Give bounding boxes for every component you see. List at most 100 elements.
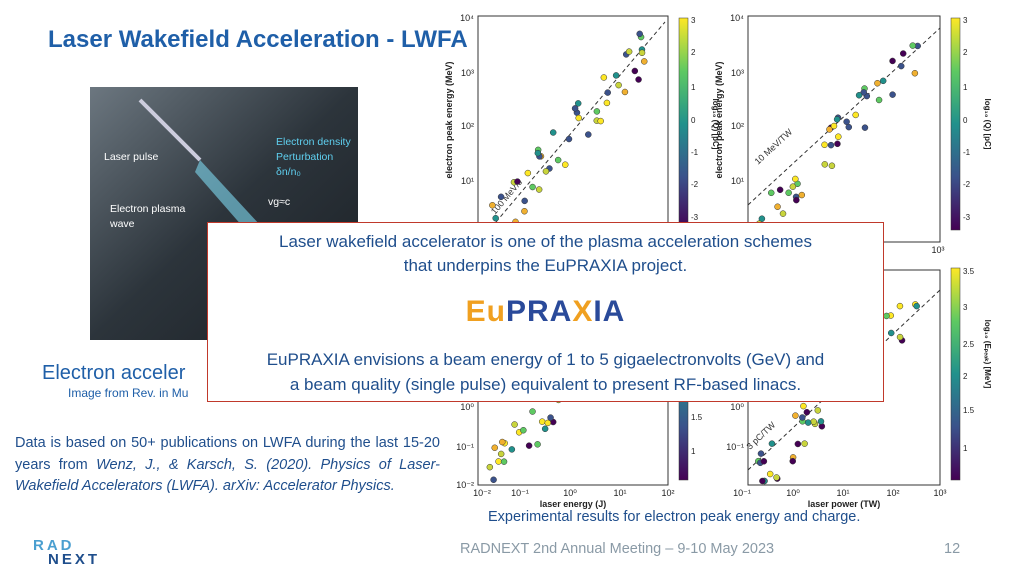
y-tick-label: 10⁴ bbox=[730, 13, 744, 23]
y-axis-label: electron peak energy (MeV) bbox=[444, 61, 454, 178]
scatter-dot bbox=[794, 440, 802, 448]
y-tick-label: 10⁰ bbox=[460, 402, 474, 412]
colorbar-tick-label: -2 bbox=[691, 180, 699, 189]
x-axis-label: laser energy (J) bbox=[540, 499, 607, 509]
scatter-dot bbox=[792, 175, 799, 183]
scatter-dot bbox=[542, 168, 550, 175]
scatter-dot bbox=[520, 426, 527, 434]
eupraxia-logo: EuPRAXIA bbox=[208, 295, 883, 329]
logo-part: PRA bbox=[505, 295, 573, 328]
scatter-dot bbox=[538, 418, 546, 425]
scatter-dot bbox=[593, 108, 601, 115]
photo-label: Electron plasma bbox=[110, 203, 185, 215]
scatter-dot bbox=[541, 425, 549, 433]
scatter-dot bbox=[497, 450, 505, 458]
x-tick-label: 10¹ bbox=[836, 488, 849, 498]
scatter-dot bbox=[535, 186, 543, 193]
scatter-dot bbox=[500, 458, 508, 465]
scatter-dot bbox=[492, 214, 499, 222]
scatter-dot bbox=[785, 189, 792, 197]
scatter-dot bbox=[909, 42, 916, 49]
scatter-dot bbox=[499, 438, 506, 446]
colorbar-label: log₁₀ (Eₚₑₐₖ) [MeV] bbox=[983, 320, 992, 389]
popup-text: Laser wakefield accelerator is one of th… bbox=[279, 232, 812, 251]
colorbar-tick-label: 2 bbox=[691, 48, 696, 57]
scatter-dot bbox=[899, 50, 907, 57]
reference-line bbox=[495, 21, 666, 223]
scatter-dot bbox=[534, 441, 541, 448]
scatter-dot bbox=[896, 333, 904, 341]
scatter-dot bbox=[529, 408, 536, 415]
photo-label: Electron density bbox=[276, 136, 351, 148]
scatter-dot bbox=[574, 100, 582, 107]
colorbar-tick-label: 3 bbox=[691, 16, 696, 25]
y-tick-label: 10⁻¹ bbox=[456, 442, 474, 452]
scatter-dot bbox=[911, 69, 919, 77]
scatter-dot bbox=[636, 30, 643, 38]
photo-label: vg≈c bbox=[268, 196, 290, 208]
scatter-dot bbox=[562, 161, 569, 168]
scatter-dot bbox=[804, 419, 812, 426]
scatter-dot bbox=[845, 123, 853, 131]
scatter-dot bbox=[861, 124, 869, 131]
scatter-dot bbox=[603, 99, 611, 107]
caption-source: Image from Rev. in Mu bbox=[68, 386, 188, 400]
scatter-dot bbox=[821, 161, 829, 168]
scatter-dot bbox=[774, 203, 781, 210]
scatter-dot bbox=[793, 196, 800, 204]
scatter-dot bbox=[495, 458, 502, 465]
description: Data is based on 50+ publications on LWF… bbox=[15, 433, 440, 498]
scatter-dot bbox=[604, 89, 611, 96]
x-tick-label: 10⁻¹ bbox=[511, 488, 529, 498]
scatter-dot bbox=[521, 197, 528, 205]
scatter-dot bbox=[757, 450, 765, 457]
x-tick-label: 10⁰ bbox=[563, 488, 577, 498]
scatter-dot bbox=[489, 202, 496, 209]
scatter-dot bbox=[621, 88, 629, 96]
laser-beam bbox=[138, 98, 202, 162]
logo-part: X bbox=[572, 295, 594, 328]
plot-frame bbox=[747, 15, 941, 243]
y-tick-label: 10² bbox=[731, 121, 744, 131]
colorbar bbox=[678, 17, 689, 231]
x-tick-label: 10³ bbox=[933, 488, 946, 498]
logo-part: Eu bbox=[465, 295, 506, 328]
scatter-dot bbox=[830, 122, 838, 130]
scatter-dot bbox=[597, 117, 604, 125]
scatter-dot bbox=[828, 162, 836, 170]
colorbar-tick-label: 1 bbox=[963, 444, 968, 453]
colorbar-tick-label: 0 bbox=[691, 116, 696, 125]
slide-title: Laser Wakefield Acceleration - LWFA bbox=[48, 26, 468, 53]
colorbar-tick-label: 3.5 bbox=[963, 267, 975, 276]
colorbar-tick-label: 0 bbox=[963, 116, 968, 125]
scatter-dot bbox=[803, 408, 811, 416]
scatter-dot bbox=[821, 141, 828, 149]
scatter-dot bbox=[640, 58, 648, 65]
scatter-dot bbox=[759, 477, 766, 485]
colorbar-tick-label: -2 bbox=[963, 180, 971, 189]
scatter-dot bbox=[524, 169, 532, 177]
scatter-dot bbox=[554, 156, 562, 164]
logo-text: NEXT bbox=[48, 551, 100, 568]
scatter-dot bbox=[511, 421, 518, 428]
scatter-dot bbox=[852, 111, 859, 119]
scatter-dot bbox=[779, 210, 787, 217]
scatter-dot bbox=[758, 215, 766, 222]
popup-text: a beam quality (single pulse) equivalent… bbox=[289, 375, 802, 394]
scatter-dot bbox=[875, 96, 883, 104]
logo-text: RAD bbox=[33, 537, 75, 554]
x-tick-label: 10⁰ bbox=[786, 488, 800, 498]
radnext-logo: RADNEXT bbox=[33, 537, 100, 568]
y-tick-label: 10¹ bbox=[731, 176, 744, 186]
colorbar-tick-label: -3 bbox=[691, 213, 699, 222]
scatter-dot bbox=[766, 470, 774, 478]
plot-frame bbox=[477, 15, 669, 243]
popup: Laser wakefield accelerator is one of th… bbox=[207, 222, 884, 402]
colorbar-tick-label: -1 bbox=[691, 148, 699, 157]
colorbar-tick-label: -3 bbox=[963, 213, 971, 222]
y-tick-label: 10⁻¹ bbox=[726, 442, 744, 452]
x-tick-label: 10¹ bbox=[613, 488, 626, 498]
photo-label: Perturbation bbox=[276, 151, 333, 163]
scatter-dot bbox=[490, 476, 497, 484]
footer-text: RADNEXT 2nd Annual Meeting – 9-10 May 20… bbox=[460, 541, 775, 557]
